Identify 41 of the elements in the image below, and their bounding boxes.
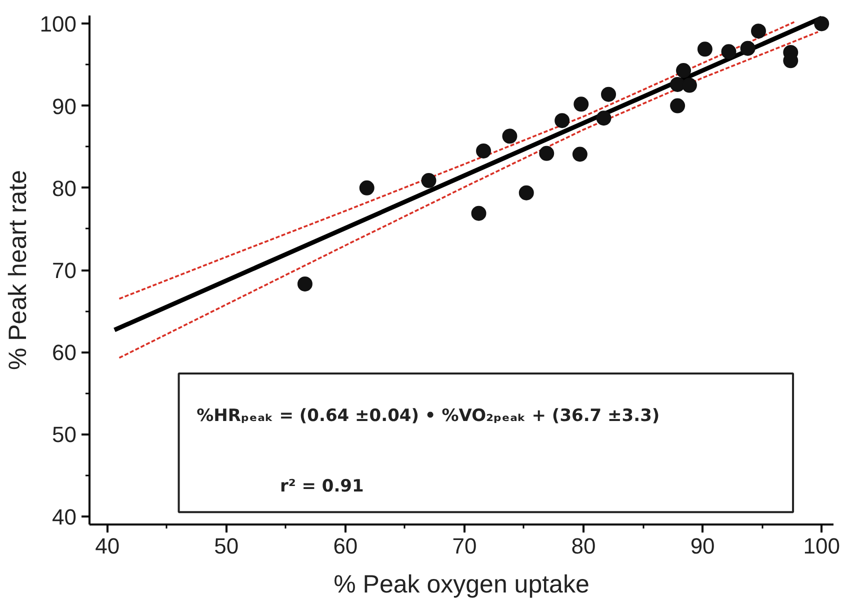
point (421, 173, 436, 188)
y-tick-label: 50 (52, 422, 77, 448)
point (751, 24, 766, 39)
point (670, 76, 686, 92)
y-tick-label: 40 (52, 504, 77, 530)
y-axis-title: % Peak heart rate (4, 170, 32, 370)
y-tick-label: 60 (52, 340, 77, 366)
point (676, 63, 692, 78)
x-tick-label: 50 (214, 534, 239, 558)
x-tick-label: 100 (803, 534, 840, 558)
x-axis-title: % Peak oxygen uptake (334, 570, 590, 598)
point (682, 78, 697, 93)
point (471, 206, 486, 221)
point (502, 128, 518, 144)
point (596, 110, 612, 126)
point (601, 86, 616, 102)
point (359, 180, 374, 196)
x-tick-label: 70 (452, 534, 477, 558)
point (518, 185, 534, 200)
annotation: %HRₚₑₐₖ = (0.64 ±0.04) • %VO₂ₚₑₐₖ + (36.7 ±3.3) (196, 406, 660, 426)
point (574, 96, 589, 112)
annotation: r² = 0.91 (280, 476, 364, 497)
line-series (118, 21, 796, 300)
point (740, 40, 756, 56)
point (297, 276, 312, 292)
point (554, 113, 570, 128)
point (476, 143, 492, 158)
point (814, 16, 830, 32)
point (572, 146, 588, 162)
y-tick-label: 70 (52, 258, 77, 283)
point (721, 44, 736, 60)
y-tick-label: 80 (52, 176, 77, 201)
x-tick-label: 40 (95, 534, 120, 558)
y-tick-label: 100 (40, 12, 77, 37)
x-tick-label: 60 (333, 534, 358, 558)
point (697, 42, 712, 57)
point (539, 146, 554, 161)
x-tick-label: 90 (690, 534, 715, 558)
y-tick-label: 90 (52, 94, 77, 119)
point (670, 98, 686, 114)
x-tick-label: 80 (571, 534, 596, 558)
